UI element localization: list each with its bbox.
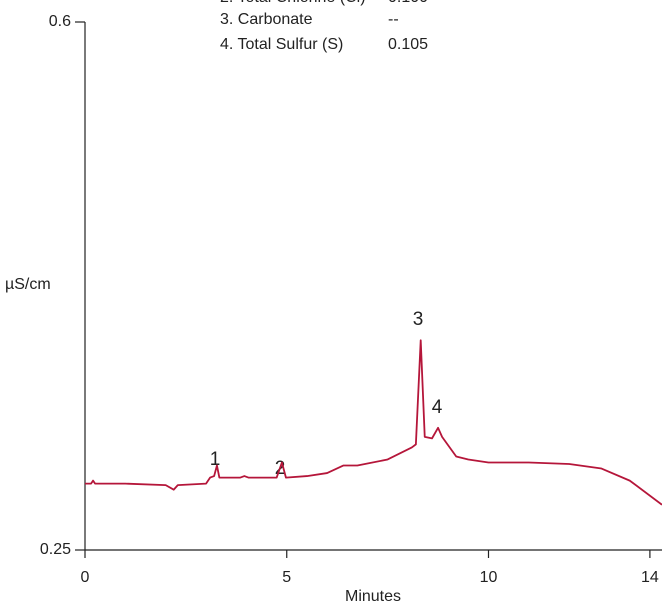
peak-label: 1 (210, 449, 221, 470)
x-axis-label: Minutes (345, 588, 401, 605)
line (85, 339, 662, 506)
legend-value: 0.100 (388, 0, 428, 6)
peak-label: 3 (413, 309, 424, 330)
y-tick-label: 0.6 (49, 13, 71, 30)
x-tick-label: 0 (81, 569, 90, 586)
x-tick-label: 5 (282, 569, 291, 586)
x-tick-label: 14 (641, 569, 659, 586)
legend-item: 4. Total Sulfur (S) (220, 36, 343, 53)
peak-label: 4 (432, 397, 443, 418)
legend-item: 3. Carbonate (220, 11, 313, 28)
x-tick-label: 10 (480, 569, 498, 586)
legend-value: 0.105 (388, 36, 428, 53)
y-tick-label: 0.25 (40, 541, 71, 558)
legend-item: 2. Total Chlorine (Cl) (220, 0, 366, 6)
y-axis-label: µS/cm (5, 276, 51, 293)
legend-value: -- (388, 11, 399, 28)
